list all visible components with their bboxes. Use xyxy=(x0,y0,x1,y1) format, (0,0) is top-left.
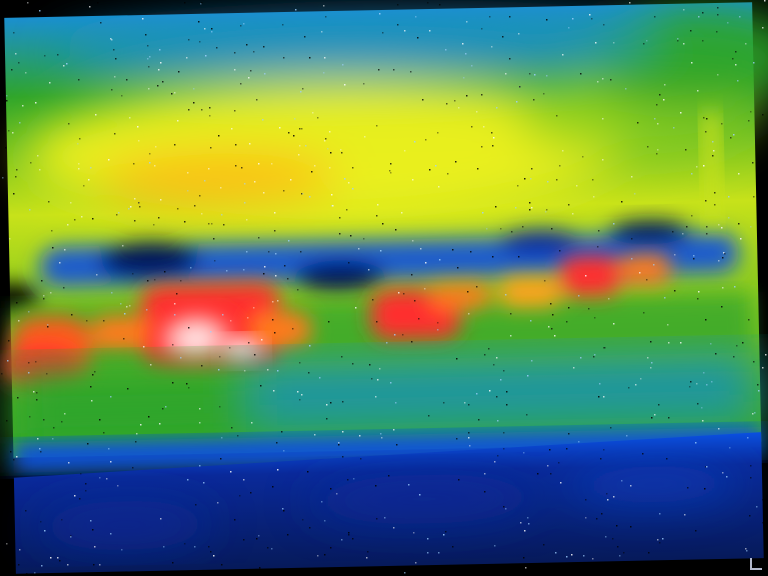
corner-marker-icon xyxy=(750,558,762,570)
